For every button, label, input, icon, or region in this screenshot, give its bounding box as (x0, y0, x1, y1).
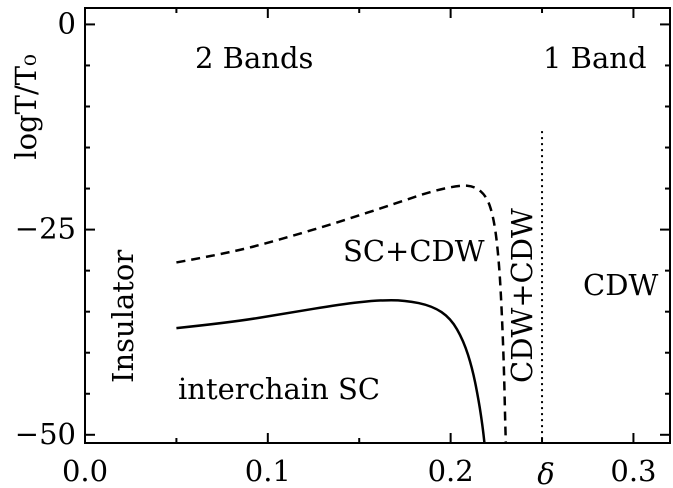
solid-curve (176, 298, 486, 444)
plot-border (84, 7, 671, 444)
annotation-interchain-sc: interchain SC (178, 372, 380, 406)
curves-layer (176, 131, 544, 444)
x-tick-label: 0.0 (62, 454, 108, 488)
y-tick-label: −50 (15, 417, 76, 451)
annotation-cdw: CDW (583, 268, 658, 302)
dashed-curve (176, 184, 508, 444)
annotation-insulator: Insulator (106, 250, 140, 383)
plot-frame (84, 7, 671, 444)
y-tick-label: −25 (15, 212, 76, 246)
x-tick-label: 0.3 (610, 454, 656, 488)
x-axis-label: δ (537, 457, 554, 488)
x-tick-label: 0.2 (428, 454, 474, 488)
annotation-two-bands: 2 Bands (195, 41, 313, 75)
annotation-one-band: 1 Band (543, 41, 647, 75)
x-tick-label: 0.1 (245, 454, 291, 488)
annotation-cdw-cdw: CDW+CDW (505, 208, 539, 383)
y-axis-label: logT/T₀ (9, 54, 43, 159)
annotation-sc-cdw: SC+CDW (343, 234, 485, 268)
ticks-layer: 0.0 0.1 0.2 0.3 0 −25 −50 (15, 6, 670, 488)
y-tick-label: 0 (58, 6, 76, 40)
